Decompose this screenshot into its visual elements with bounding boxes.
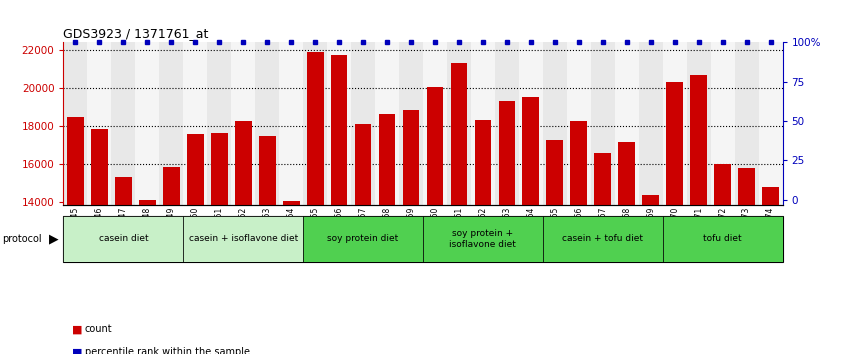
Bar [399,42,423,205]
Bar [255,42,279,205]
Bar [327,42,351,205]
Bar [351,42,375,205]
Bar [591,42,615,205]
Bar [184,216,303,262]
Bar [595,153,611,354]
Bar [375,42,399,205]
Bar [615,42,639,205]
Bar [618,142,635,354]
Bar [690,75,707,354]
Bar [423,216,543,262]
Bar [354,124,371,354]
Bar [159,42,184,205]
Bar [498,101,515,354]
Bar [115,177,132,354]
Bar [662,216,783,262]
Bar [331,55,348,354]
Bar [734,42,759,205]
Text: ■: ■ [72,324,82,334]
Text: ■: ■ [72,347,82,354]
Bar [523,97,539,354]
Bar [259,136,276,354]
Bar [87,42,112,205]
Bar [63,42,87,205]
Bar [303,42,327,205]
Bar [283,201,299,354]
Text: casein + isoflavone diet: casein + isoflavone diet [189,234,298,244]
Bar [451,63,467,354]
Bar [447,42,471,205]
Bar [567,42,591,205]
Bar [423,42,447,205]
Bar [403,110,420,354]
Text: count: count [85,324,113,334]
Bar [135,42,159,205]
Bar [307,52,323,354]
Text: tofu diet: tofu diet [703,234,742,244]
Bar [235,121,251,354]
Bar [63,216,184,262]
Text: GDS3923 / 1371761_at: GDS3923 / 1371761_at [63,27,209,40]
Bar [211,133,228,354]
Bar [139,200,156,354]
Text: soy protein +
isoflavone diet: soy protein + isoflavone diet [449,229,516,249]
Bar [67,117,84,354]
Bar [112,42,135,205]
Bar [163,167,179,354]
Bar [495,42,519,205]
Bar [184,42,207,205]
Text: casein + tofu diet: casein + tofu diet [563,234,643,244]
Bar [759,42,783,205]
Bar [762,187,779,354]
Bar [187,134,204,354]
Bar [279,42,303,205]
Bar [471,42,495,205]
Text: ▶: ▶ [49,233,58,245]
Bar [667,82,683,354]
Bar [687,42,711,205]
Text: casein diet: casein diet [99,234,148,244]
Bar [91,129,107,354]
Bar [642,195,659,354]
Bar [547,140,563,354]
Text: protocol: protocol [2,234,41,244]
Bar [426,87,443,354]
Bar [379,114,395,354]
Text: percentile rank within the sample: percentile rank within the sample [85,347,250,354]
Bar [662,42,687,205]
Bar [303,216,423,262]
Bar [639,42,662,205]
Bar [739,169,755,354]
Bar [207,42,231,205]
Bar [570,121,587,354]
Bar [543,42,567,205]
Bar [475,120,492,354]
Text: soy protein diet: soy protein diet [327,234,398,244]
Bar [714,164,731,354]
Bar [711,42,734,205]
Bar [543,216,662,262]
Bar [519,42,543,205]
Bar [231,42,255,205]
